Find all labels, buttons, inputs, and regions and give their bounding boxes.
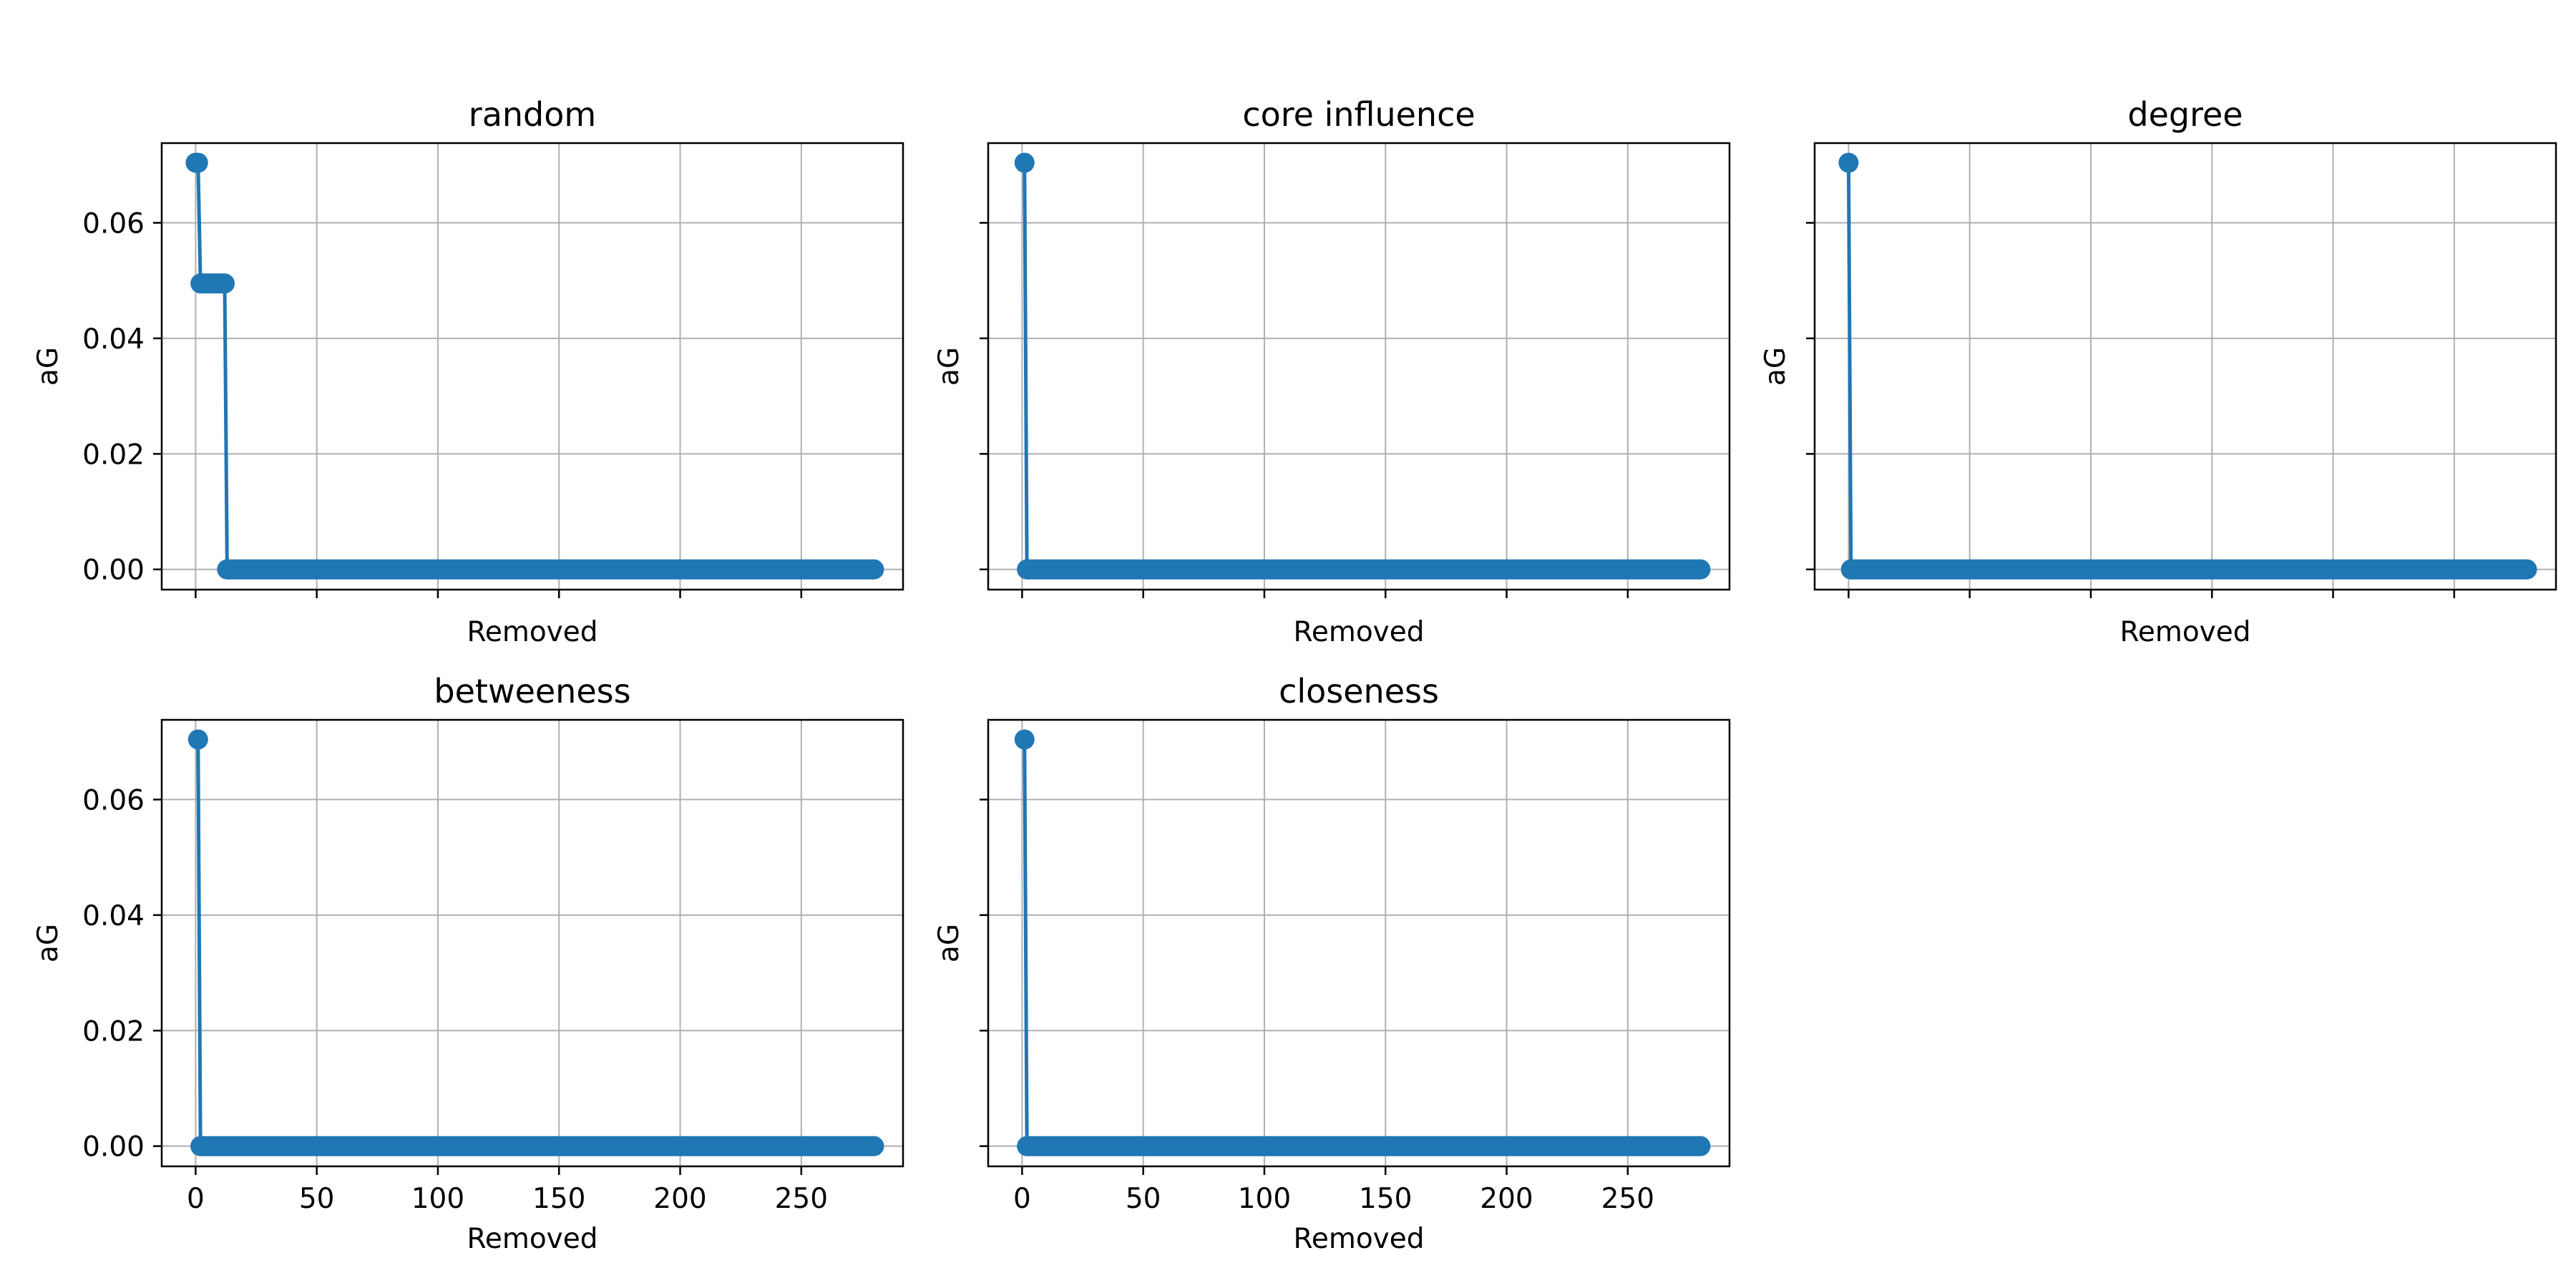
x-axis-label: Removed xyxy=(467,1223,597,1255)
chart-title: core influence xyxy=(1242,95,1475,134)
x-axis-label: Removed xyxy=(1293,616,1424,648)
axes-frame xyxy=(160,718,904,1168)
x-tick-label: 100 xyxy=(1238,1183,1291,1215)
x-axis-label: Removed xyxy=(1293,1223,1424,1255)
y-tick-label: 0.02 xyxy=(82,1015,145,1048)
y-tick-label: 0.06 xyxy=(82,784,145,816)
y-tick-label: 0.04 xyxy=(82,900,145,932)
x-tick-label: 200 xyxy=(1480,1183,1533,1215)
x-tick-label: 0 xyxy=(1013,1183,1031,1215)
series-line xyxy=(196,739,874,1148)
series-line xyxy=(1023,162,1701,572)
y-tick-label: 0.02 xyxy=(82,439,145,471)
x-tick-label: 0 xyxy=(187,1183,205,1215)
axes-frame xyxy=(160,142,904,591)
axes-frame xyxy=(987,142,1731,591)
chart-panel-2: degree Removed aG xyxy=(1760,95,2557,648)
chart-panel-3: 0 50 100 150 200 250 0.00 0.02 0.04 0.06 betweenes… xyxy=(32,672,904,1255)
y-tick-label: 0.06 xyxy=(82,208,145,240)
series-line xyxy=(1846,162,2527,572)
data-point xyxy=(187,152,208,173)
chart-panel-4: 0 50 100 150 200 250 closeness Removed aG xyxy=(933,672,1731,1255)
x-axis-label: Removed xyxy=(467,616,597,648)
data-point xyxy=(1014,729,1035,750)
y-axis-label: aG xyxy=(933,924,965,962)
y-axis-label: aG xyxy=(933,347,965,386)
data-point xyxy=(1838,152,1859,173)
x-tick-label: 50 xyxy=(299,1183,335,1215)
chart-title: closeness xyxy=(1279,672,1439,711)
y-axis-label: aG xyxy=(32,347,64,386)
x-tick-label: 50 xyxy=(1126,1183,1161,1215)
x-axis-label: Removed xyxy=(2119,616,2250,648)
series-line xyxy=(1023,739,1701,1148)
data-point xyxy=(215,273,235,294)
x-tick-label: 250 xyxy=(1601,1183,1654,1215)
chart-panel-0: 0.00 0.02 0.04 0.06 random Removed aG xyxy=(32,95,904,648)
x-tick-label: 250 xyxy=(775,1183,828,1215)
y-axis-label: aG xyxy=(1760,347,1792,386)
chart-panel-1: core influence Removed aG xyxy=(933,95,1731,648)
x-tick-label: 150 xyxy=(1359,1183,1412,1215)
chart-title: betweeness xyxy=(434,672,630,711)
data-point xyxy=(1014,152,1035,173)
chart-title: random xyxy=(469,95,596,134)
x-tick-label: 200 xyxy=(653,1183,706,1215)
y-axis-label: aG xyxy=(32,924,64,962)
data-point xyxy=(187,729,208,750)
x-tick-label: 150 xyxy=(532,1183,585,1215)
chart-title: degree xyxy=(2127,95,2243,134)
axes-frame xyxy=(987,718,1731,1168)
y-tick-label: 0.04 xyxy=(82,323,145,356)
x-tick-label: 100 xyxy=(411,1183,464,1215)
axes-frame xyxy=(1813,142,2557,591)
y-tick-label: 0.00 xyxy=(82,1131,145,1163)
series-line xyxy=(195,160,874,572)
y-tick-label: 0.00 xyxy=(82,555,145,587)
